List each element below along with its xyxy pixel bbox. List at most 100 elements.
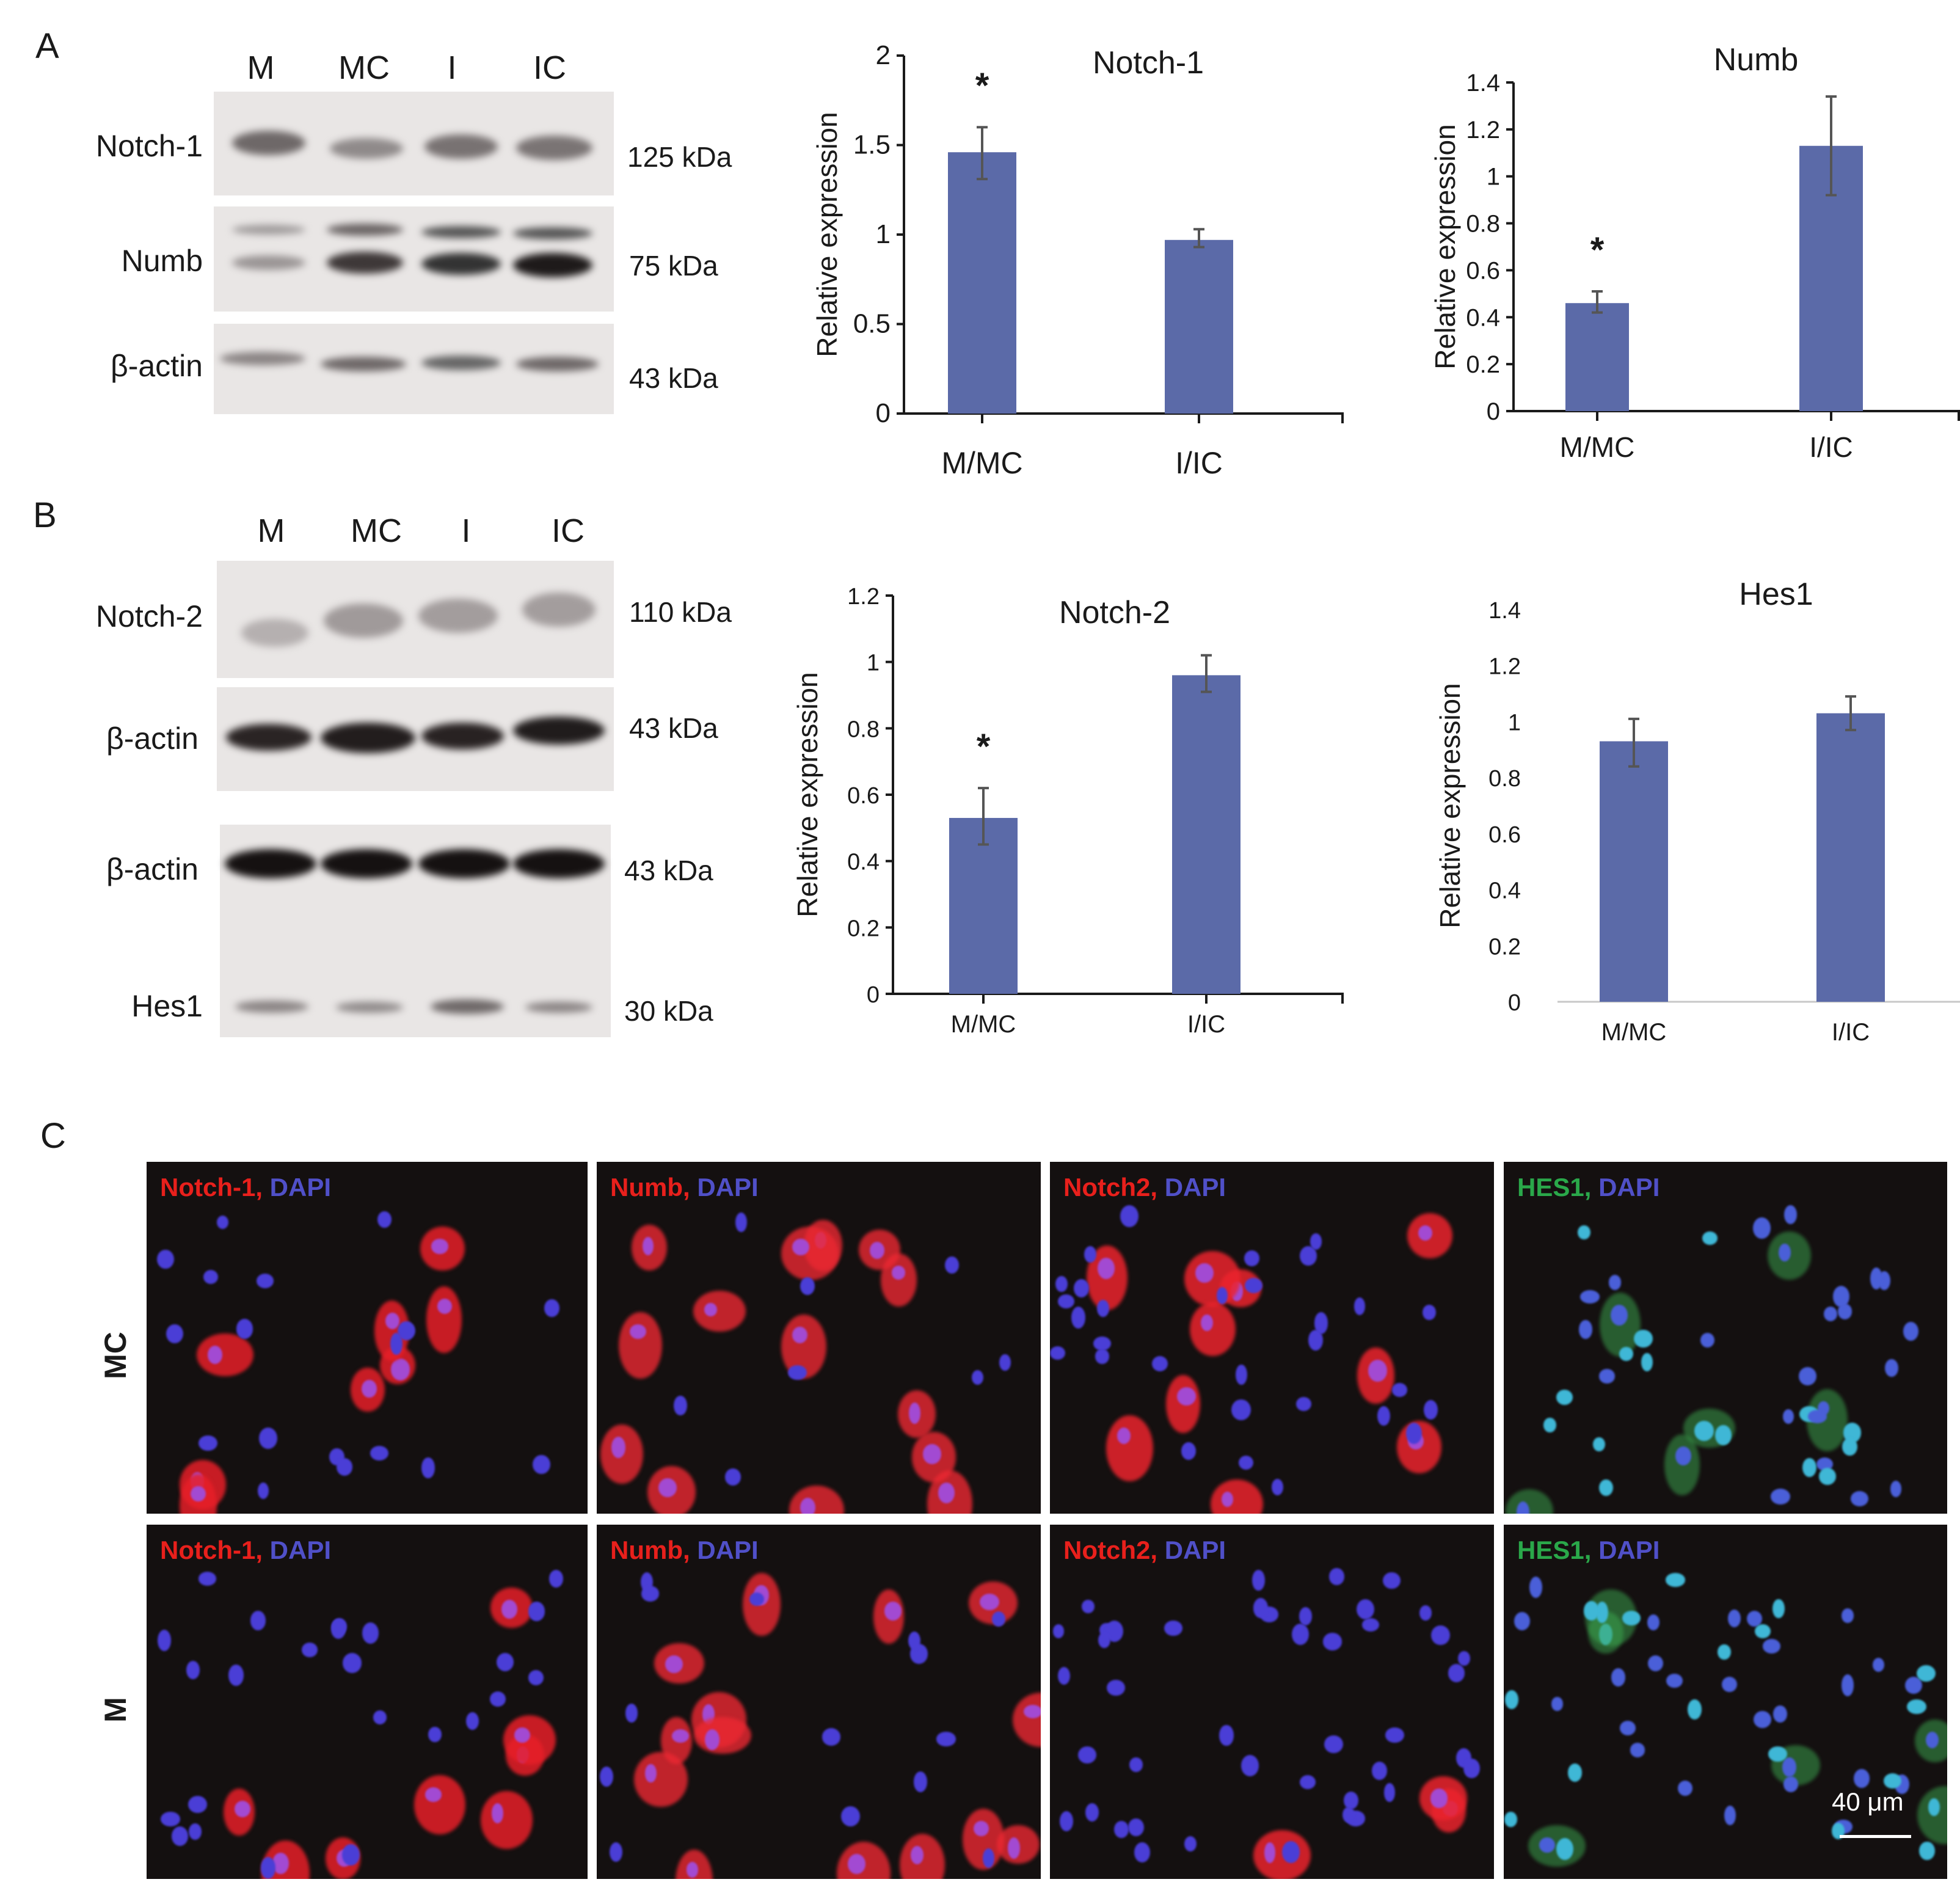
cell-nucleus — [1885, 1359, 1898, 1377]
cell-nucleus — [1356, 1599, 1374, 1619]
cell-nucleus — [1097, 1300, 1109, 1317]
y-tick-label: 0.6 — [1466, 257, 1500, 284]
significance-marker: * — [975, 66, 989, 106]
cell-nucleus — [1872, 1657, 1884, 1672]
cell-nucleus — [979, 1593, 999, 1610]
cell-nucleus — [191, 1486, 206, 1502]
cell-nucleus — [674, 1396, 687, 1416]
cell-nucleus — [250, 1611, 266, 1630]
cell-nucleus — [1841, 1674, 1854, 1696]
cell-nucleus — [792, 1326, 808, 1344]
cell-nucleus — [1181, 1442, 1197, 1461]
cell-nucleus — [1853, 1768, 1870, 1789]
y-axis-label: Relative expression — [1434, 683, 1466, 928]
lane-label: MC — [338, 49, 390, 86]
cell-nucleus — [1504, 1690, 1518, 1710]
bar — [948, 152, 1016, 414]
cell-nucleus — [236, 1319, 253, 1339]
cell-cytoplasm — [789, 1486, 844, 1514]
cell-nucleus — [1201, 1314, 1213, 1332]
panel-label-a: A — [35, 26, 59, 66]
chart-title: Notch-2 — [1059, 595, 1170, 630]
stain-label: Numb, DAPI — [610, 1173, 759, 1202]
cell-nucleus — [1236, 1364, 1247, 1385]
cell-nucleus — [1675, 1446, 1692, 1465]
stain-label: HES1, DAPI — [1517, 1536, 1660, 1564]
cell-cytoplasm — [1190, 1302, 1236, 1357]
cell-nucleus — [1753, 1217, 1771, 1239]
cell-nucleus — [704, 1302, 717, 1316]
cell-nucleus — [1641, 1352, 1653, 1372]
cell-nucleus — [1842, 1437, 1858, 1456]
row-label-mc: MC — [98, 1332, 133, 1379]
cell-nucleus — [1543, 1417, 1556, 1432]
micrograph-m-numb: Numb, DAPI — [597, 1525, 1041, 1879]
cell-nucleus — [171, 1826, 189, 1847]
cell-nucleus — [342, 1844, 360, 1866]
cell-nucleus — [160, 1811, 180, 1827]
stain-label: Numb, DAPI — [610, 1536, 759, 1564]
cell-nucleus — [1727, 1610, 1741, 1628]
x-category-label: I/IC — [1175, 446, 1223, 480]
cell-nucleus — [528, 1602, 545, 1621]
cell-nucleus — [496, 1653, 514, 1671]
y-tick-label: 0 — [1487, 398, 1500, 425]
cell-nucleus — [1391, 1383, 1408, 1398]
lane-label: I — [447, 49, 457, 86]
panel-label-b: B — [33, 495, 57, 535]
cell-nucleus — [1904, 1677, 1922, 1694]
cell-nucleus — [848, 1853, 866, 1874]
bar — [1565, 303, 1629, 411]
cell-nucleus — [1368, 1360, 1387, 1382]
cell-nucleus — [629, 1324, 646, 1339]
bar — [949, 818, 1018, 994]
cell-nucleus — [362, 1622, 379, 1644]
stain-label: Notch2, DAPI — [1063, 1536, 1226, 1564]
cell-nucleus — [1816, 1457, 1834, 1471]
cell-nucleus — [1310, 1233, 1322, 1250]
cell-nucleus — [1851, 1490, 1869, 1506]
cell-nucleus — [1052, 1624, 1065, 1638]
cell-nucleus — [1114, 1821, 1129, 1838]
cell-nucleus — [724, 1468, 741, 1486]
cell-nucleus — [1097, 1258, 1115, 1280]
cell-nucleus — [1383, 1783, 1396, 1803]
cell-nucleus — [908, 1402, 920, 1424]
x-category-label: I/IC — [1832, 1019, 1870, 1046]
y-tick-label: 0.4 — [847, 850, 880, 875]
cell-nucleus — [377, 1211, 392, 1228]
cell-nucleus — [1231, 1399, 1251, 1421]
cell-nucleus — [491, 1803, 504, 1823]
cell-nucleus — [1718, 1644, 1732, 1660]
y-tick-label: 0.2 — [847, 916, 880, 941]
cell-nucleus — [945, 1256, 960, 1274]
cell-nucleus — [1919, 1842, 1935, 1861]
y-tick-label: 1.2 — [1488, 654, 1521, 680]
cell-nucleus — [1151, 1356, 1168, 1372]
cell-nucleus — [645, 1764, 657, 1783]
cell-nucleus — [1578, 1320, 1592, 1339]
cell-nucleus — [1059, 1811, 1074, 1831]
blot-row-label: Notch-1 — [95, 129, 203, 163]
cell-nucleus — [257, 1483, 269, 1500]
cell-nucleus — [792, 1238, 809, 1256]
cell-nucleus — [385, 1313, 399, 1330]
cell-nucleus — [1608, 1275, 1622, 1290]
cell-nucleus — [999, 1354, 1011, 1371]
bar — [1172, 675, 1240, 994]
chart-title: Numb — [1714, 42, 1799, 78]
x-category-label: I/IC — [1809, 431, 1853, 463]
cell-nucleus — [1779, 1243, 1791, 1261]
lane-label: M — [257, 512, 285, 549]
cell-nucleus — [1630, 1743, 1645, 1757]
cell-nucleus — [544, 1299, 559, 1317]
cell-nucleus — [991, 1611, 1005, 1627]
stain-label: HES1, DAPI — [1517, 1173, 1660, 1202]
cell-nucleus — [1755, 1624, 1771, 1638]
cell-cytoplasm — [1253, 1829, 1311, 1879]
y-tick-label: 0.4 — [1466, 304, 1500, 331]
cell-nucleus — [687, 1862, 699, 1878]
cell-nucleus — [342, 1653, 362, 1673]
cell-nucleus — [1195, 1263, 1214, 1283]
row-label-m: M — [98, 1697, 133, 1723]
